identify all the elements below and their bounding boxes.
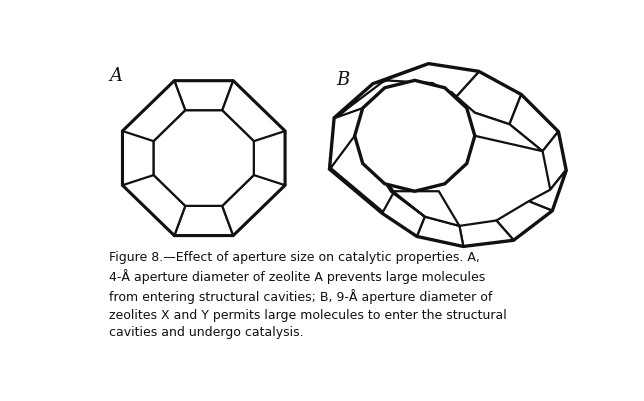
Polygon shape: [355, 81, 475, 192]
Polygon shape: [384, 65, 478, 98]
Polygon shape: [154, 111, 254, 207]
Polygon shape: [497, 202, 552, 240]
Text: A: A: [109, 67, 122, 85]
Polygon shape: [451, 92, 542, 152]
Polygon shape: [330, 65, 565, 246]
Polygon shape: [123, 82, 285, 235]
Polygon shape: [222, 82, 285, 142]
Polygon shape: [417, 217, 463, 246]
Polygon shape: [175, 207, 233, 235]
Text: Figure 8.—Effect of aperture size on catalytic properties. A,
4-Å aperture diame: Figure 8.—Effect of aperture size on cat…: [109, 250, 507, 338]
Text: B: B: [336, 71, 350, 89]
Polygon shape: [330, 109, 363, 170]
Polygon shape: [355, 136, 425, 217]
Polygon shape: [123, 82, 185, 142]
Polygon shape: [335, 65, 429, 119]
Polygon shape: [529, 171, 565, 211]
Polygon shape: [222, 176, 285, 235]
Polygon shape: [175, 82, 233, 111]
Polygon shape: [455, 73, 521, 125]
Polygon shape: [509, 96, 558, 152]
Polygon shape: [383, 192, 425, 236]
Polygon shape: [542, 133, 565, 190]
Polygon shape: [123, 111, 185, 207]
Polygon shape: [123, 176, 185, 235]
Polygon shape: [459, 221, 513, 246]
Polygon shape: [222, 111, 285, 207]
Polygon shape: [391, 192, 459, 226]
